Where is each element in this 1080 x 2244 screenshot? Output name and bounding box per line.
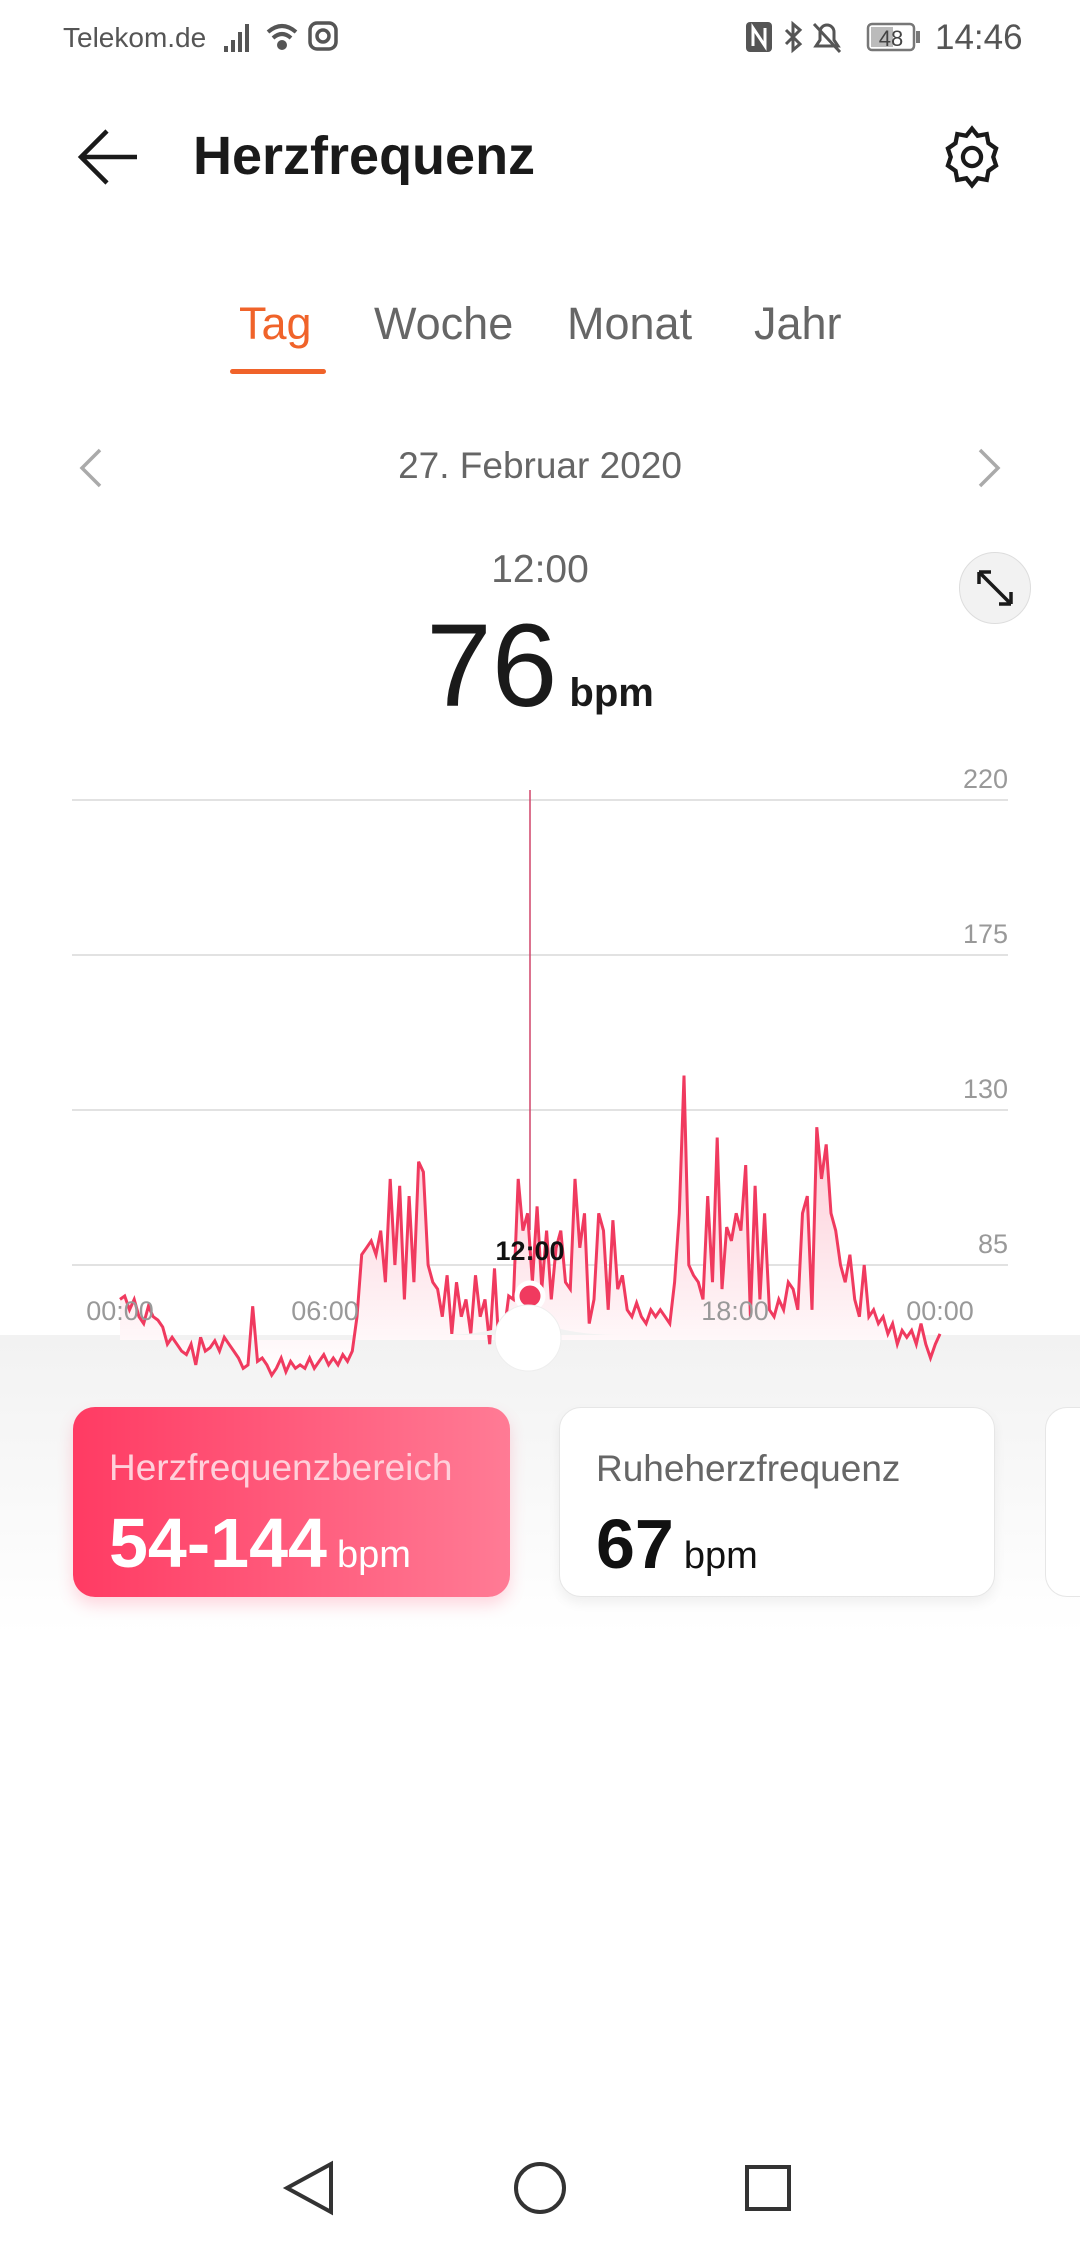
expand-icon — [977, 570, 1013, 606]
nav-recents-icon[interactable] — [745, 2165, 791, 2211]
navigation-bar — [282, 2160, 791, 2216]
page-title: Herzfrequenz — [193, 126, 536, 186]
bluetooth-icon — [784, 20, 803, 54]
card-value: 54-144 bpm — [109, 1503, 474, 1583]
date-label: 27. Februar 2020 — [398, 445, 682, 486]
signal-icon — [224, 24, 249, 52]
card-resting-heart-rate[interactable]: Ruheherzfrequenz 67 bpm — [559, 1407, 995, 1597]
x-tick-label: 00:00 — [86, 1296, 154, 1326]
range-value: 54-144 — [109, 1504, 327, 1582]
next-date-button[interactable] — [974, 446, 1004, 490]
tab-monat[interactable]: Monat — [567, 298, 693, 349]
selected-time: 12:00 — [491, 548, 589, 591]
chevron-right-icon — [978, 448, 1001, 488]
x-tick-label: 06:00 — [291, 1296, 359, 1326]
gear-icon — [945, 125, 999, 189]
heart-rate-line — [119, 1075, 942, 1379]
status-left-icons — [224, 21, 338, 52]
selected-value: 76 bpm — [0, 598, 1080, 734]
clock: 14:46 — [935, 18, 1023, 57]
previous-date-button[interactable] — [76, 446, 106, 490]
tab-woche[interactable]: Woche — [374, 298, 514, 349]
unit: bpm — [683, 1535, 758, 1577]
card-value: 67 bpm — [596, 1504, 958, 1584]
card-next-partial[interactable] — [1045, 1407, 1080, 1597]
fullscreen-button[interactable] — [959, 552, 1031, 624]
instagram-icon — [308, 21, 338, 51]
nav-home-icon[interactable] — [514, 2162, 566, 2214]
cursor-time-label: 12:00 — [495, 1236, 564, 1266]
card-label: Ruheherzfrequenz — [596, 1448, 901, 1489]
settings-button[interactable] — [938, 123, 1006, 191]
arrow-left-icon — [77, 129, 137, 185]
y-tick-label: 85 — [978, 1229, 1008, 1259]
battery-level: 48 — [879, 26, 903, 51]
card-heart-rate-range[interactable]: Herzfrequenzbereich 54-144 bpm — [73, 1407, 510, 1597]
nav-back-icon[interactable] — [282, 2160, 333, 2216]
heart-rate-area — [120, 1075, 940, 1376]
y-tick-label: 220 — [963, 764, 1008, 794]
tab-jahr[interactable]: Jahr — [754, 298, 842, 349]
active-tab-indicator — [230, 369, 326, 374]
back-button[interactable] — [75, 125, 141, 189]
y-tick-label: 175 — [963, 919, 1008, 949]
tab-tag[interactable]: Tag — [239, 298, 312, 349]
bpm-unit: bpm — [569, 671, 654, 715]
carrier-name: Telekom.de — [63, 22, 207, 53]
scrubber-handle[interactable] — [494, 1304, 562, 1372]
resting-value: 67 — [596, 1505, 674, 1583]
x-tick-label: 18:00 — [701, 1296, 769, 1326]
wifi-icon — [266, 24, 298, 50]
unit: bpm — [336, 1534, 411, 1576]
card-label: Herzfrequenzbereich — [109, 1447, 453, 1488]
chevron-left-icon — [79, 448, 102, 488]
x-tick-label: 00:00 — [906, 1296, 974, 1326]
status-bar: Telekom.de 48 14:46 — [0, 0, 1080, 75]
status-right-icons: 48 — [746, 20, 920, 54]
y-tick-label: 130 — [963, 1074, 1008, 1104]
selected-bpm: 76 — [426, 600, 558, 732]
bell-off-icon — [812, 22, 842, 54]
